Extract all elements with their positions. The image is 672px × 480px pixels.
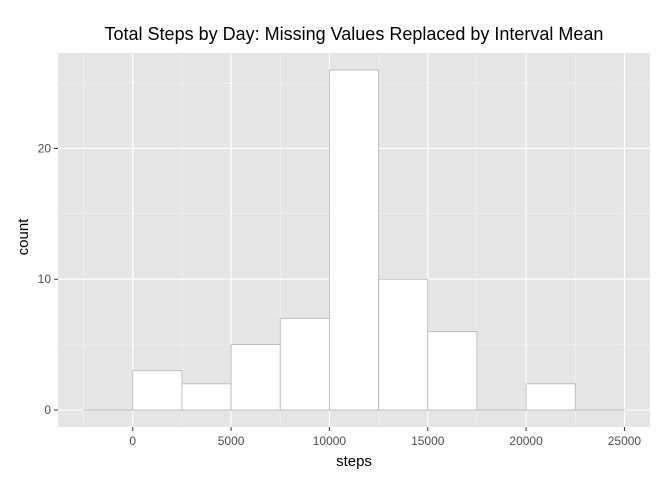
histogram-bars [83,69,625,411]
y-tick-label: 10 [38,272,52,286]
y-tick-label: 20 [38,141,52,155]
x-tick-label: 20000 [509,434,543,448]
y-tick-label: 0 [44,403,51,417]
histogram-bar [329,69,379,411]
histogram-bar [525,383,576,411]
histogram-bar [181,383,232,411]
x-tick-label: 0 [129,434,136,448]
x-tick-label: 25000 [608,434,642,448]
histogram-bar [132,370,183,411]
histogram-bar [427,331,478,411]
y-axis: 0 10 20 [38,141,58,417]
x-tick-label: 5000 [218,434,245,448]
x-axis-title: steps [336,453,372,470]
histogram-bar [279,318,330,411]
chart-title: Total Steps by Day: Missing Values Repla… [105,24,604,44]
x-tick-label: 10000 [313,434,347,448]
x-axis: 0 5000 10000 15000 20000 25000 [129,427,641,448]
histogram-bar [378,278,429,411]
y-axis-title: count [15,218,32,256]
x-tick-label: 15000 [411,434,445,448]
histogram-bar [230,344,281,411]
